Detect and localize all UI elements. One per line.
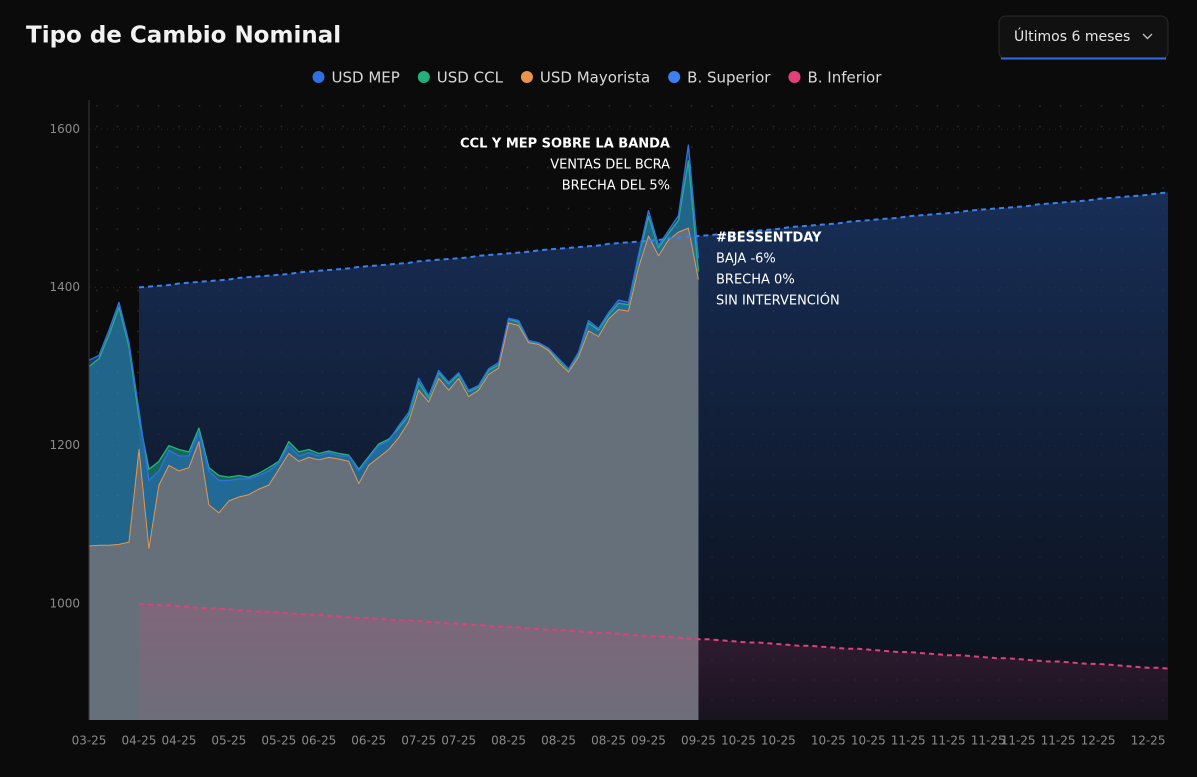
legend-label: USD MEP: [332, 69, 400, 87]
legend-swatch: [312, 71, 325, 83]
x-tick-label: 11-25: [891, 734, 926, 748]
y-tick-label: 1400: [49, 280, 80, 294]
legend: USD MEP USD CCL USD Mayorista B. Superior B.…: [312, 69, 882, 87]
series-line: [88, 227, 699, 549]
x-tick-label: 11-25: [931, 734, 966, 748]
legend-label: USD CCL: [437, 69, 504, 87]
y-tick-label: 1600: [49, 122, 80, 136]
x-tick-label: 08-25: [491, 734, 526, 748]
x-tick-label: 03-25: [72, 734, 107, 748]
x-tick-label: 05-25: [261, 734, 296, 748]
series-line: [88, 144, 700, 482]
x-tick-label: 04-25: [161, 734, 196, 748]
legend-label: B. Inferior: [807, 69, 882, 87]
band-area: [139, 603, 1168, 720]
x-tick-label: 05-25: [211, 734, 246, 748]
range-dropdown[interactable]: Últimos 6 meses: [998, 15, 1169, 60]
annotation-line: SIN INTERVENCIÓN: [716, 293, 840, 309]
x-tick-label: 10-25: [721, 734, 756, 748]
band-line: [138, 602, 1169, 670]
x-tick-label: 07-25: [441, 734, 476, 748]
x-tick-label: 11-25: [1041, 734, 1076, 748]
legend-swatch: [788, 71, 801, 83]
x-tick-label: 06-25: [301, 734, 336, 748]
x-tick-label: 08-25: [591, 734, 626, 748]
x-tick-label: 06-25: [351, 734, 386, 748]
x-tick-label: 04-25: [122, 734, 157, 748]
x-tick-label: 08-25: [541, 734, 576, 748]
x-tick-label: 09-25: [681, 734, 716, 748]
dropdown-chevron: [1142, 33, 1153, 40]
annotation-line: CCL Y MEP SOBRE LA BANDA: [460, 137, 670, 152]
annotation-line: BAJA -6%: [716, 252, 776, 267]
band-line: [138, 191, 1169, 289]
legend-swatch: [520, 71, 533, 83]
annotation-line: BRECHA 0%: [716, 273, 795, 288]
y-tick-label: 1000: [49, 596, 80, 610]
legend-label: B. Superior: [687, 69, 771, 87]
chart-title: Tipo de Cambio Nominal: [26, 23, 341, 49]
series-area: [89, 228, 699, 720]
y-tick-label: 1200: [49, 438, 80, 452]
legend-swatch: [668, 71, 681, 83]
annotation-line: #BESSENTDAY: [716, 231, 822, 246]
dropdown-label[interactable]: Últimos 6 meses: [1014, 27, 1130, 45]
annotation-line: BRECHA DEL 5%: [562, 179, 670, 194]
x-tick-label: 10-25: [761, 734, 796, 748]
x-tick-label: 11-25: [1001, 734, 1036, 748]
x-tick-label: 07-25: [401, 734, 436, 748]
legend-swatch: [417, 71, 430, 83]
x-tick-label: 09-25: [631, 734, 666, 748]
annotation-line: VENTAS DEL BCRA: [550, 158, 670, 173]
x-tick-label: 12-25: [1081, 734, 1116, 748]
legend-label: USD Mayorista: [540, 69, 650, 87]
x-tick-label: 11-25: [971, 734, 1006, 748]
x-tick-label: 12-25: [1131, 734, 1166, 748]
x-tick-label: 10-25: [851, 734, 886, 748]
x-tick-label: 10-25: [811, 734, 846, 748]
